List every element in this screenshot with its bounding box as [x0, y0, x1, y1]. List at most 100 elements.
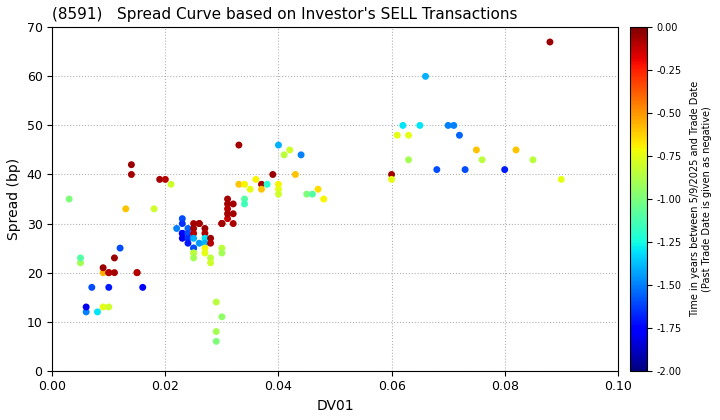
Point [233, 142, 245, 148]
Point [97, 269, 109, 276]
Point [222, 196, 233, 202]
Point [527, 156, 539, 163]
Point [386, 176, 397, 183]
Point [244, 186, 256, 193]
Text: (8591)   Spread Curve based on Investor's SELL Transactions: (8591) Spread Curve based on Investor's … [53, 7, 518, 22]
Point [510, 147, 522, 153]
Point [210, 338, 222, 345]
Point [204, 255, 216, 261]
Point [188, 245, 199, 252]
Point [75, 255, 86, 261]
Point [81, 304, 92, 310]
Point [75, 260, 86, 266]
Point [204, 240, 216, 247]
Point [402, 156, 414, 163]
Point [216, 249, 228, 256]
Point [228, 220, 239, 227]
Point [154, 176, 166, 183]
Point [256, 186, 267, 193]
Point [182, 240, 194, 247]
Point [188, 245, 199, 252]
Point [194, 220, 205, 227]
Point [307, 191, 318, 197]
Point [176, 230, 188, 237]
Point [556, 176, 567, 183]
Point [182, 230, 194, 237]
Point [239, 201, 251, 207]
Point [188, 249, 199, 256]
Point [103, 304, 114, 310]
Point [273, 181, 284, 188]
Point [194, 220, 205, 227]
Point [442, 122, 454, 129]
Y-axis label: Spread (bp): Spread (bp) [7, 158, 21, 240]
Point [97, 264, 109, 271]
Point [477, 156, 488, 163]
Point [204, 235, 216, 242]
Point [171, 225, 182, 232]
Point [176, 220, 188, 227]
Point [176, 215, 188, 222]
Point [216, 220, 228, 227]
Point [279, 152, 290, 158]
Point [318, 196, 330, 202]
Point [228, 210, 239, 217]
Point [188, 220, 199, 227]
Point [131, 269, 143, 276]
Point [194, 240, 205, 247]
Point [402, 132, 414, 139]
Point [222, 201, 233, 207]
Point [188, 235, 199, 242]
Point [228, 201, 239, 207]
Point [273, 186, 284, 193]
Point [222, 205, 233, 212]
Point [301, 191, 312, 197]
Point [199, 249, 211, 256]
Point [188, 255, 199, 261]
Point [182, 225, 194, 232]
Point [459, 166, 471, 173]
Point [216, 220, 228, 227]
Point [414, 122, 426, 129]
Point [165, 181, 176, 188]
Point [256, 181, 267, 188]
X-axis label: DV01: DV01 [316, 399, 354, 413]
Point [160, 176, 171, 183]
Point [210, 299, 222, 305]
Point [261, 181, 273, 188]
Point [103, 269, 114, 276]
Point [137, 284, 148, 291]
Point [233, 181, 245, 188]
Point [312, 186, 324, 193]
Point [273, 191, 284, 197]
Point [126, 161, 138, 168]
Point [386, 171, 397, 178]
Point [284, 147, 295, 153]
Point [126, 171, 138, 178]
Point [397, 122, 409, 129]
Point [188, 225, 199, 232]
Point [109, 255, 120, 261]
Point [273, 142, 284, 148]
Point [81, 309, 92, 315]
Point [103, 284, 114, 291]
Point [239, 196, 251, 202]
Point [114, 245, 126, 252]
Point [120, 205, 132, 212]
Point [204, 260, 216, 266]
Point [448, 122, 459, 129]
Point [199, 230, 211, 237]
Point [176, 230, 188, 237]
Point [199, 240, 211, 247]
Point [216, 220, 228, 227]
Point [544, 39, 556, 45]
Point [222, 215, 233, 222]
Point [289, 171, 301, 178]
Point [131, 269, 143, 276]
Point [222, 210, 233, 217]
Point [250, 176, 261, 183]
Point [188, 249, 199, 256]
Point [210, 328, 222, 335]
Point [499, 166, 510, 173]
Point [216, 313, 228, 320]
